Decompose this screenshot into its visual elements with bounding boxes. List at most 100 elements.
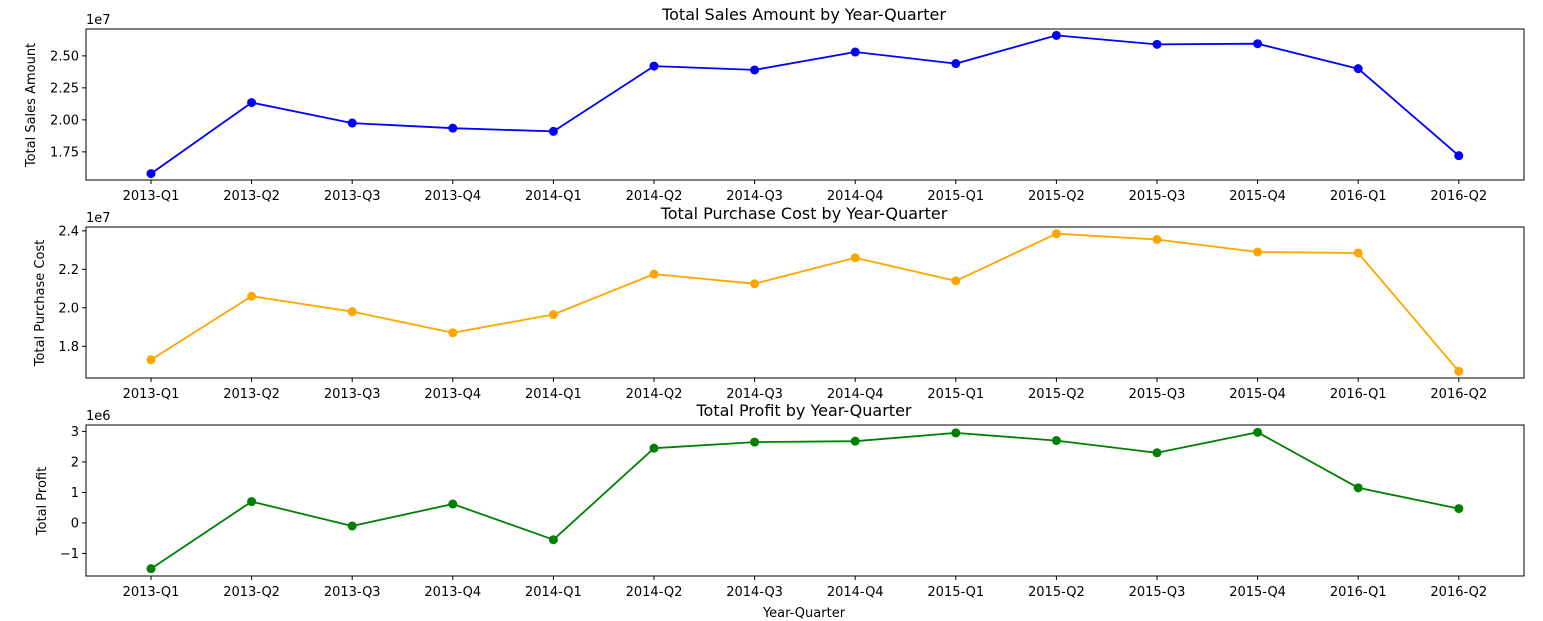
- x-tick-label-purchase: 2014-Q3: [726, 387, 783, 402]
- data-point-purchase: [649, 269, 659, 279]
- x-tick-label-profit: 2014-Q4: [827, 585, 884, 600]
- data-point-profit: [347, 521, 357, 531]
- chart-title-profit: Total Profit by Year-Quarter: [695, 401, 911, 420]
- data-point-sales: [548, 126, 558, 136]
- plot-frame-sales: [85, 28, 1525, 181]
- data-point-purchase: [1051, 229, 1061, 239]
- x-tick-label-profit: 2016-Q2: [1430, 585, 1487, 600]
- data-point-sales: [146, 169, 156, 179]
- x-tick-label-sales: 2015-Q1: [927, 189, 984, 204]
- data-point-sales: [448, 123, 458, 133]
- data-point-profit: [649, 443, 659, 453]
- data-point-profit: [1353, 483, 1363, 493]
- y-axis-label-sales: Total Sales Amount: [24, 43, 39, 168]
- y-tick-label-purchase: 2.2: [58, 263, 79, 278]
- y-tick-label-profit: 1: [71, 486, 79, 501]
- data-point-profit: [247, 497, 257, 507]
- x-tick-label-profit: 2014-Q1: [525, 585, 582, 600]
- data-point-sales: [1051, 30, 1061, 40]
- x-tick-label-profit: 2013-Q4: [424, 585, 481, 600]
- x-tick-label-sales: 2013-Q3: [324, 189, 381, 204]
- x-tick-label-sales: 2013-Q2: [223, 189, 280, 204]
- x-tick-label-sales: 2014-Q2: [626, 189, 683, 204]
- y-tick-label-sales: 1.75: [50, 145, 79, 160]
- y-tick-label-sales: 2.25: [50, 81, 79, 96]
- plot-frame-purchase: [85, 226, 1525, 379]
- x-tick-label-purchase: 2013-Q1: [123, 387, 180, 402]
- data-point-sales: [1353, 64, 1363, 74]
- x-tick-label-purchase: 2015-Q3: [1129, 387, 1186, 402]
- y-tick-label-sales: 2.00: [50, 113, 79, 128]
- x-tick-label-sales: 2015-Q4: [1229, 189, 1286, 204]
- x-tick-label-sales: 2014-Q3: [726, 189, 783, 204]
- x-tick-label-purchase: 2016-Q1: [1330, 387, 1387, 402]
- data-point-purchase: [1152, 235, 1162, 245]
- data-point-sales: [649, 61, 659, 71]
- chart-title-sales: Total Sales Amount by Year-Quarter: [661, 5, 946, 24]
- data-point-profit: [1152, 448, 1162, 458]
- data-point-purchase: [548, 310, 558, 320]
- x-tick-label-purchase: 2015-Q2: [1028, 387, 1085, 402]
- data-point-profit: [146, 564, 156, 574]
- x-tick-label-profit: 2016-Q1: [1330, 585, 1387, 600]
- data-point-profit: [951, 428, 961, 438]
- data-point-profit: [548, 535, 558, 545]
- data-point-sales: [1253, 39, 1263, 49]
- data-point-sales: [1152, 39, 1162, 49]
- x-tick-label-purchase: 2015-Q1: [927, 387, 984, 402]
- data-point-sales: [1454, 151, 1464, 161]
- data-point-purchase: [951, 276, 961, 286]
- y-tick-label-profit: 3: [71, 425, 79, 440]
- data-point-profit: [1051, 436, 1061, 446]
- data-point-purchase: [1353, 248, 1363, 258]
- y-axis-label-profit: Total Profit: [35, 467, 50, 536]
- x-tick-label-sales: 2015-Q3: [1129, 189, 1186, 204]
- x-tick-label-sales: 2014-Q4: [827, 189, 884, 204]
- chart-title-purchase: Total Purchase Cost by Year-Quarter: [660, 204, 948, 223]
- x-tick-label-sales: 2015-Q2: [1028, 189, 1085, 204]
- x-tick-label-profit: 2015-Q4: [1229, 585, 1286, 600]
- data-point-purchase: [1253, 247, 1263, 257]
- data-point-profit: [750, 437, 760, 447]
- data-point-sales: [347, 118, 357, 128]
- x-tick-label-purchase: 2014-Q2: [626, 387, 683, 402]
- data-point-profit: [1454, 504, 1464, 514]
- y-tick-label-sales: 2.50: [50, 49, 79, 64]
- data-point-purchase: [850, 253, 860, 263]
- data-point-purchase: [247, 291, 257, 301]
- x-tick-label-sales: 2013-Q1: [123, 189, 180, 204]
- x-tick-label-purchase: 2014-Q1: [525, 387, 582, 402]
- x-tick-label-purchase: 2013-Q2: [223, 387, 280, 402]
- x-tick-label-profit: 2013-Q3: [324, 585, 381, 600]
- x-tick-label-profit: 2013-Q2: [223, 585, 280, 600]
- x-tick-label-profit: 2014-Q3: [726, 585, 783, 600]
- x-tick-label-profit: 2014-Q2: [626, 585, 683, 600]
- series-line-purchase: [150, 232, 1460, 372]
- x-tick-label-sales: 2016-Q1: [1330, 189, 1387, 204]
- x-tick-label-profit: 2013-Q1: [123, 585, 180, 600]
- x-tick-label-purchase: 2013-Q3: [324, 387, 381, 402]
- data-point-purchase: [1454, 366, 1464, 376]
- y-offset-label-purchase: 1e7: [86, 211, 111, 226]
- series-line-profit: [150, 431, 1459, 570]
- data-point-profit: [850, 436, 860, 446]
- data-point-sales: [850, 47, 860, 57]
- panel-sales: Total Sales Amount by Year-Quarter 1e7 T…: [24, 5, 1525, 204]
- data-point-sales: [247, 98, 257, 108]
- x-tick-label-profit: 2015-Q1: [927, 585, 984, 600]
- x-tick-label-sales: 2016-Q2: [1430, 189, 1487, 204]
- data-point-purchase: [347, 307, 357, 317]
- x-tick-label-sales: 2013-Q4: [424, 189, 481, 204]
- data-point-purchase: [146, 355, 156, 365]
- y-tick-label-profit: 0: [71, 516, 79, 531]
- x-tick-label-profit: 2015-Q2: [1028, 585, 1085, 600]
- y-tick-label-purchase: 2.0: [58, 301, 79, 316]
- x-tick-label-purchase: 2014-Q4: [827, 387, 884, 402]
- x-tick-label-purchase: 2016-Q2: [1430, 387, 1487, 402]
- plot-frame-profit: [85, 424, 1525, 577]
- x-tick-label-sales: 2014-Q1: [525, 189, 582, 204]
- data-point-sales: [951, 59, 961, 69]
- panel-profit: Total Profit by Year-Quarter 1e6 Total P…: [35, 401, 1525, 621]
- y-axis-label-purchase: Total Purchase Cost: [33, 240, 48, 368]
